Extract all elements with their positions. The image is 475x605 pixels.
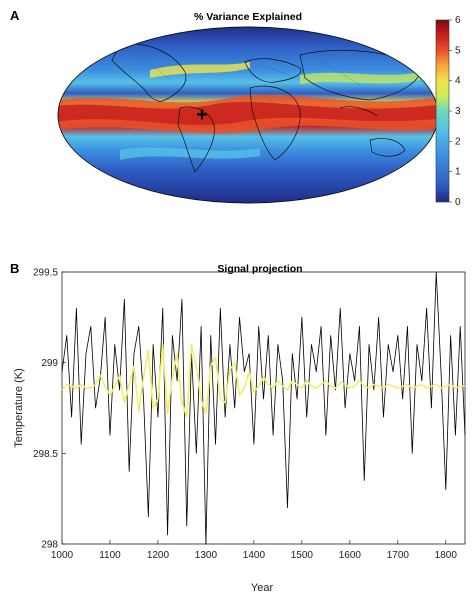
- x-tick-label: 1600: [339, 550, 362, 561]
- signal-projection-figure: B Signal projection 298 298.5 299 299.5 100…: [10, 261, 466, 594]
- tropical-core: [58, 101, 438, 125]
- x-tick-label: 1500: [291, 550, 314, 561]
- colorbar-ticks: 6 5 4 3 2 1 0: [449, 15, 461, 208]
- panel-b-label: B: [10, 261, 19, 276]
- location-marker: +: [196, 104, 208, 126]
- plot-area-frame: [61, 271, 466, 545]
- series-group: [61, 271, 466, 545]
- north-america-outline: [111, 43, 187, 102]
- plus-marker: +: [196, 104, 208, 126]
- x-axis-label: Year: [251, 582, 274, 594]
- x-tick-label: 1000: [51, 550, 74, 561]
- colorbar-tick-label: 0: [455, 197, 461, 208]
- y-tick-label: 299.5: [33, 268, 58, 279]
- south-band: [120, 147, 260, 160]
- map-title: % Variance Explained: [194, 11, 302, 23]
- country-borders: [139, 54, 361, 121]
- x-tick-label: 1100: [99, 550, 121, 561]
- x-tick-label: 1400: [243, 550, 266, 561]
- x-tick-label: 1200: [147, 550, 170, 561]
- y-tick-label: 298: [41, 540, 58, 551]
- x-tick-label: 1800: [435, 550, 458, 561]
- x-tick-label: 1700: [387, 550, 410, 561]
- colorbar: 6 5 4 3 2 1 0: [435, 15, 461, 208]
- europe-outline: [244, 58, 302, 83]
- south-america-outline: [177, 106, 215, 173]
- asia-streak: [300, 72, 420, 84]
- panel-b-line-chart: B Signal projection 298 298.5 299 299.5 100…: [0, 240, 475, 600]
- y-axis-ticks: 298 298.5 299 299.5: [33, 268, 66, 551]
- maritime-continent-outline: [339, 106, 379, 117]
- colorbar-tick-label: 6: [455, 15, 461, 26]
- panel-a-map: A % Variance Explained: [0, 0, 475, 240]
- y-tick-label: 298.5: [33, 449, 58, 460]
- panel-a-label: A: [10, 8, 20, 23]
- annual-temperature-line: [61, 271, 466, 545]
- colorbar-tick-label: 2: [455, 136, 461, 147]
- x-tick-label: 1300: [195, 550, 218, 561]
- asia-outline: [299, 49, 421, 101]
- north-pacific-streak: [150, 62, 250, 78]
- globe-field: [58, 27, 438, 203]
- x-axis-ticks: 1000 1100 1200 1300 1400 1500 1600 1700 1800: [51, 540, 457, 561]
- australia-outline: [369, 138, 406, 157]
- colorbar-tick-label: 1: [455, 167, 461, 178]
- colorbar-tick-label: 4: [455, 76, 461, 87]
- smoothed-signal-line: [61, 343, 465, 418]
- africa-outline: [249, 85, 301, 161]
- y-tick-label: 299: [41, 358, 58, 369]
- coastlines: [111, 43, 421, 173]
- colorbar-tick-label: 5: [455, 45, 461, 56]
- y-axis-label: Temperature (K): [13, 368, 25, 447]
- variance-map-figure: A % Variance Explained: [10, 8, 461, 208]
- chart-title: Signal projection: [217, 263, 302, 275]
- colorbar-tick-label: 3: [455, 106, 461, 117]
- colorbar-gradient: [435, 19, 450, 203]
